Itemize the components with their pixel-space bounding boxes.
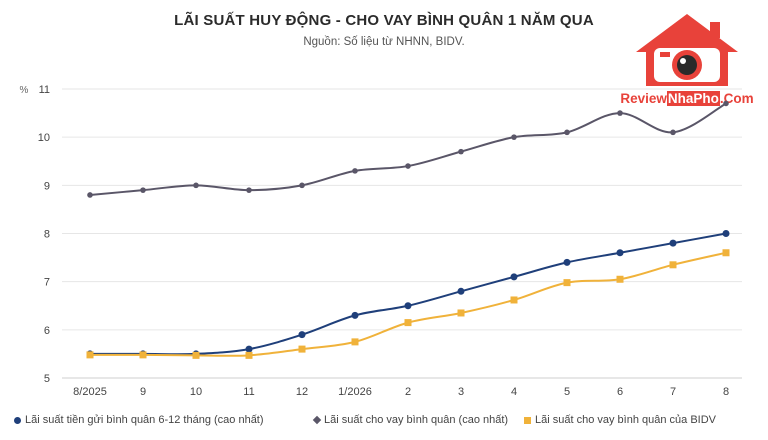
legend-marker (312, 415, 322, 425)
data-point (404, 319, 412, 327)
data-point (140, 187, 146, 193)
data-point (139, 351, 147, 359)
x-tick-label: 3 (458, 386, 464, 398)
x-tick-label: 1/2026 (338, 386, 372, 398)
data-point (616, 249, 624, 257)
data-point (722, 230, 730, 237)
data-point (352, 168, 358, 174)
data-point (351, 311, 359, 319)
data-point (457, 309, 465, 317)
data-point (193, 182, 199, 189)
data-point (669, 261, 677, 269)
data-point (86, 351, 94, 359)
reviewnhapho-logo: ReviewNhaPho.Com (612, 12, 762, 112)
data-point (298, 345, 306, 353)
legend-label: Lãi suất cho vay bình quân (cao nhất) (324, 414, 509, 426)
x-tick-label: 11 (243, 386, 254, 398)
data-point (669, 239, 677, 247)
y-tick-label: 11 (39, 84, 50, 96)
data-point (87, 192, 93, 198)
y-tick-label: 5 (44, 373, 50, 385)
data-point (617, 110, 623, 116)
data-point (405, 163, 411, 169)
data-point (564, 129, 570, 136)
legend-item: Lãi suất tiền gửi bình quân 6-12 tháng (… (14, 414, 264, 426)
y-tick-label: 10 (38, 132, 50, 144)
series-line-2 (89, 102, 727, 196)
y-tick-label: 6 (44, 325, 50, 337)
x-tick-label: 8/2025 (73, 386, 107, 398)
logo-text: ReviewNhaPho.Com (620, 91, 754, 106)
data-point (404, 302, 412, 310)
x-tick-label: 7 (670, 386, 676, 398)
data-point (457, 287, 465, 295)
data-point (722, 249, 730, 257)
x-tick-label: 9 (140, 386, 146, 398)
x-tick-label: 10 (190, 386, 202, 398)
x-tick-label: 2 (405, 386, 411, 398)
data-point (298, 331, 306, 339)
data-point (245, 351, 253, 359)
house-camera-icon (636, 14, 738, 86)
y-tick-label: 8 (44, 229, 50, 241)
data-point (510, 273, 518, 281)
legend-marker (524, 416, 531, 424)
data-point (511, 134, 517, 140)
x-tick-label: 12 (296, 386, 308, 398)
data-point (192, 351, 200, 359)
legend-item: Lãi suất cho vay bình quân (cao nhất) (312, 414, 509, 426)
y-tick-label: 9 (44, 180, 50, 192)
series-line-1 (90, 232, 727, 356)
chart-subtitle: Nguồn: Số liệu từ NHNN, BIDV. (303, 36, 465, 48)
data-point (458, 148, 464, 155)
y-tick-label: 7 (44, 277, 50, 289)
x-tick-label: 8 (723, 386, 729, 398)
data-point (563, 258, 571, 266)
legend-label: Lãi suất tiền gửi bình quân 6-12 tháng (… (25, 414, 264, 426)
data-point (510, 296, 518, 304)
x-tick-label: 6 (617, 386, 623, 398)
y-axis-label: % (20, 85, 29, 96)
legend-marker (14, 416, 21, 424)
legend-label: Lãi suất cho vay bình quân của BIDV (535, 414, 717, 426)
chart-title: LÃI SUẤT HUY ĐỘNG - CHO VAY BÌNH QUÂN 1 … (174, 12, 594, 29)
x-tick-label: 4 (511, 386, 517, 398)
x-tick-label: 5 (564, 386, 570, 398)
data-point (563, 279, 571, 287)
data-point (616, 275, 624, 283)
data-point (245, 345, 253, 353)
legend-item: Lãi suất cho vay bình quân của BIDV (524, 414, 716, 426)
data-point (670, 129, 676, 136)
data-point (299, 182, 305, 189)
data-point (351, 338, 359, 346)
data-point (723, 100, 729, 107)
data-point (246, 187, 252, 193)
